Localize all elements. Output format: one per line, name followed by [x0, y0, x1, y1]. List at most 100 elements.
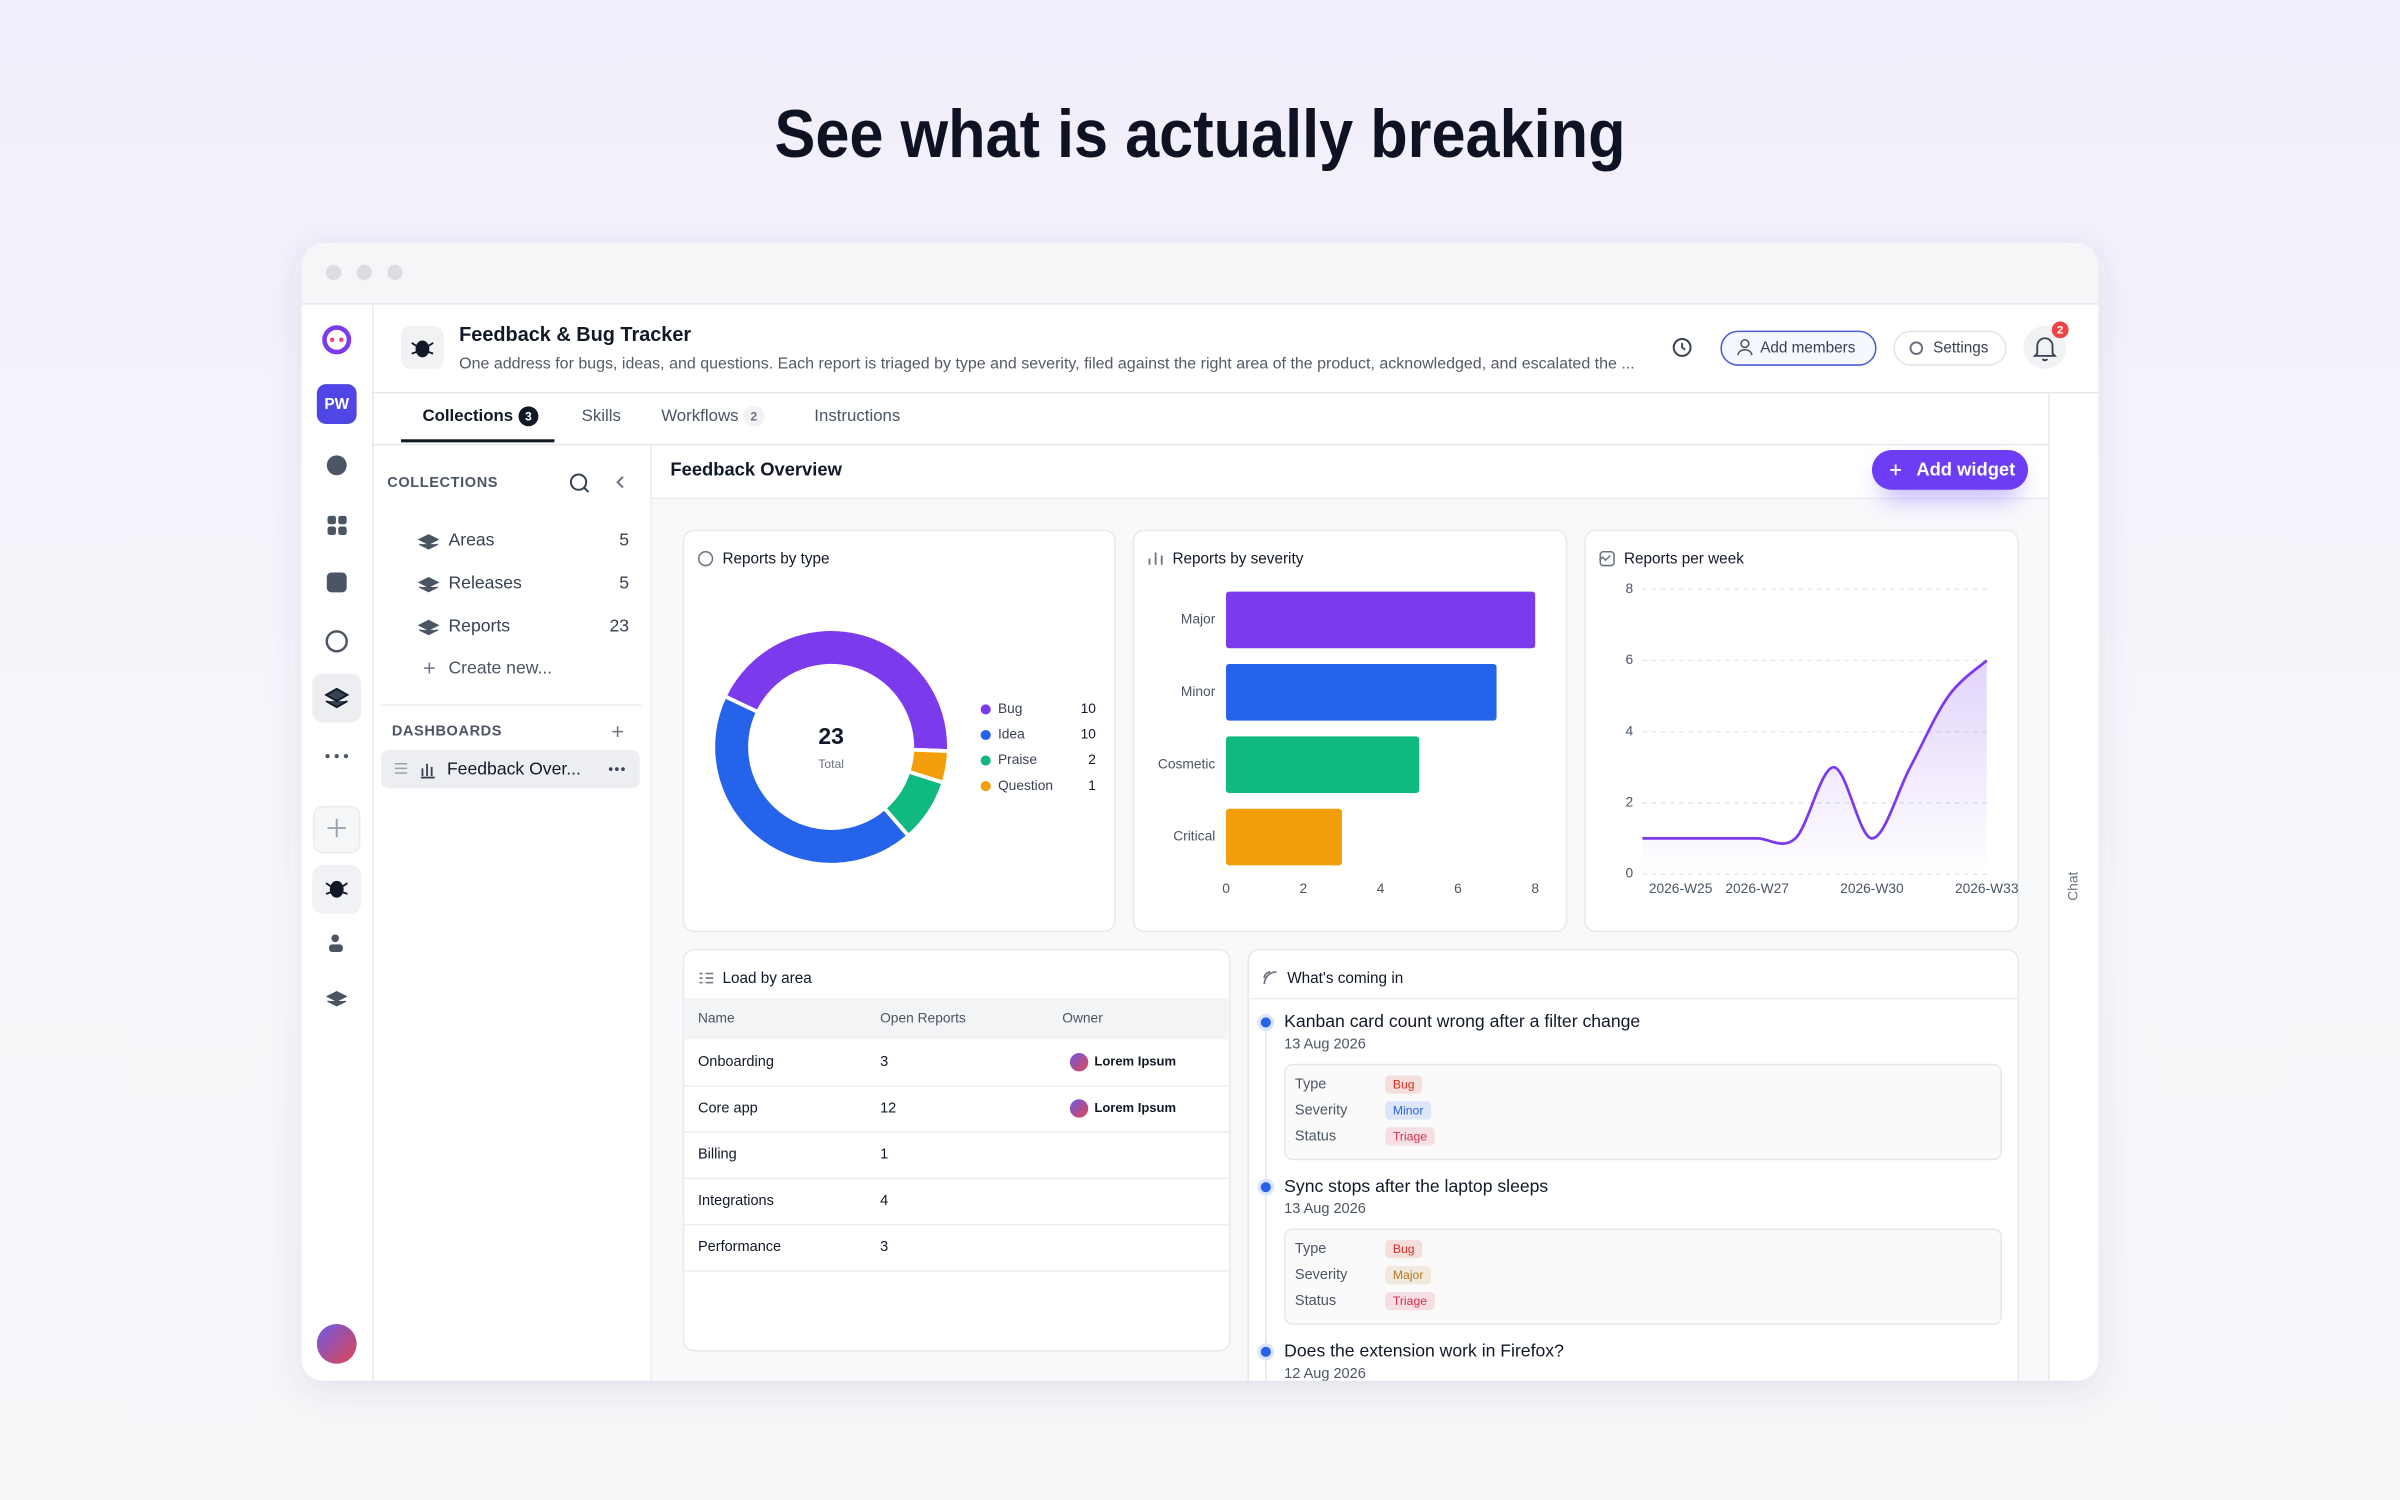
- rail-icon[interactable]: [325, 630, 348, 653]
- search-button[interactable]: [569, 473, 588, 491]
- owner-name: Lorem Ipsum: [1094, 1054, 1176, 1069]
- timeline-dot: [1260, 1346, 1271, 1357]
- legend-value: 10: [1081, 727, 1097, 742]
- y-tick-label: 8: [1626, 581, 1634, 596]
- table-cell: 3: [880, 1054, 888, 1070]
- table-cell: Integrations: [698, 1193, 774, 1209]
- tab-count: 2: [750, 409, 757, 423]
- column-header: Owner: [1062, 1010, 1103, 1025]
- widget-title: Reports by type: [722, 550, 829, 567]
- table-cell: Billing: [698, 1147, 737, 1163]
- app-window: PW Feedback & Bug Tracker One address for …: [301, 243, 2099, 1382]
- widget-icon: [1148, 552, 1163, 565]
- workspace-badge[interactable]: [316, 384, 357, 424]
- gear-icon: [1909, 341, 1924, 356]
- tracker-title: Feedback & Bug Tracker: [459, 324, 691, 346]
- bar: [1226, 808, 1342, 866]
- add-members-label[interactable]: Add members: [1760, 339, 1856, 356]
- tracker-icon: [411, 342, 434, 355]
- y-tick-label: 4: [1626, 723, 1634, 738]
- collection-count: 5: [619, 530, 629, 550]
- add-widget-label[interactable]: Add widget: [1916, 459, 2015, 480]
- field-pill: [1385, 1291, 1435, 1311]
- chart-icon: [420, 763, 435, 779]
- notification-badge: [2051, 321, 2069, 339]
- window-dot: [326, 264, 342, 281]
- feed-item-title[interactable]: Does the extension work in Firefox?: [1284, 1340, 1564, 1360]
- x-tick-label: 2: [1299, 881, 1307, 896]
- rail-icon: [327, 526, 336, 535]
- window-dot: [356, 264, 372, 281]
- widget-card: [1132, 529, 1568, 933]
- x-tick-label: 2026-W25: [1649, 881, 1713, 896]
- create-collection[interactable]: Create new...: [448, 658, 552, 678]
- bar: [1226, 663, 1497, 721]
- table-cell: 12: [880, 1100, 896, 1116]
- notification-count: 2: [2057, 325, 2063, 337]
- donut-segment: [711, 693, 912, 867]
- workspace-initials: PW: [324, 396, 349, 413]
- tab-label[interactable]: Collections: [422, 406, 513, 425]
- y-tick-label: Cosmetic: [1158, 756, 1215, 771]
- line-series: [1642, 659, 1988, 845]
- collection-name[interactable]: Releases: [448, 573, 522, 593]
- chat-tab[interactable]: Chat: [2066, 872, 2081, 901]
- collection-icon: [417, 619, 440, 636]
- tracker-description: One address for bugs, ideas, and questio…: [459, 355, 1635, 372]
- tab-underline: [401, 439, 555, 443]
- field-value: Bug: [1393, 1242, 1415, 1256]
- x-tick-label: 4: [1377, 881, 1385, 896]
- feed-item-date: 13 Aug 2026: [1284, 1201, 1366, 1217]
- feed-item-title[interactable]: Sync stops after the laptop sleeps: [1284, 1176, 1548, 1196]
- table-cell: 1: [880, 1147, 888, 1163]
- settings-button[interactable]: [1893, 330, 2007, 366]
- widget-title: Reports by severity: [1172, 550, 1303, 567]
- feed-item-date: 13 Aug 2026: [1284, 1036, 1366, 1052]
- history-button[interactable]: [1672, 338, 1692, 357]
- tab-label[interactable]: Instructions: [814, 406, 900, 425]
- rail-icon: [331, 934, 340, 943]
- more-icon: [615, 767, 619, 771]
- legend-swatch: [980, 755, 991, 766]
- y-tick-label: Major: [1181, 612, 1216, 627]
- rail-icon: [329, 880, 344, 898]
- collection-name[interactable]: Reports: [448, 615, 510, 635]
- feed-item-title[interactable]: Kanban card count wrong after a filter c…: [1284, 1011, 1640, 1031]
- collection-icon: [417, 534, 440, 550]
- feed-item-details: [1284, 1063, 2003, 1161]
- collapse-button: [616, 476, 624, 489]
- field-label: Status: [1295, 1128, 1336, 1144]
- add-members-button[interactable]: [1720, 330, 1877, 366]
- legend-label: Bug: [998, 701, 1023, 716]
- x-tick-label: 0: [1222, 881, 1230, 896]
- rail-icon: [325, 882, 348, 895]
- collection-count: 5: [619, 573, 629, 593]
- app-logo: [339, 337, 344, 343]
- rail-icon[interactable]: [326, 455, 347, 476]
- feed-item-date: 12 Aug 2026: [1284, 1366, 1366, 1382]
- y-tick-label: 0: [1626, 866, 1634, 881]
- widget-card: [682, 948, 1231, 1352]
- more-icon: [608, 767, 613, 771]
- rail-icon: [334, 753, 339, 759]
- tab-label[interactable]: Skills: [582, 406, 621, 425]
- tab-label[interactable]: Workflows: [661, 406, 738, 425]
- field-value: Major: [1393, 1268, 1424, 1282]
- dashboard-item-selected[interactable]: [381, 750, 640, 789]
- field-label: Severity: [1295, 1267, 1348, 1283]
- rail-icon: [343, 753, 349, 759]
- user-avatar[interactable]: [316, 1323, 357, 1364]
- legend-swatch: [980, 704, 991, 715]
- rail-icon[interactable]: [326, 572, 347, 593]
- field-label: Type: [1295, 1076, 1327, 1092]
- app-logo: [329, 337, 335, 343]
- widget-title: Load by area: [722, 970, 812, 987]
- add-widget-button[interactable]: [1871, 450, 2029, 490]
- rail-icon: [324, 687, 350, 709]
- widget-icon: [699, 972, 714, 984]
- collection-name[interactable]: Areas: [448, 530, 494, 550]
- x-tick-label: 2026-W27: [1725, 881, 1789, 896]
- field-pill: [1385, 1239, 1423, 1259]
- settings-label[interactable]: Settings: [1933, 339, 1989, 356]
- dashboard-name[interactable]: Feedback Over...: [447, 759, 581, 779]
